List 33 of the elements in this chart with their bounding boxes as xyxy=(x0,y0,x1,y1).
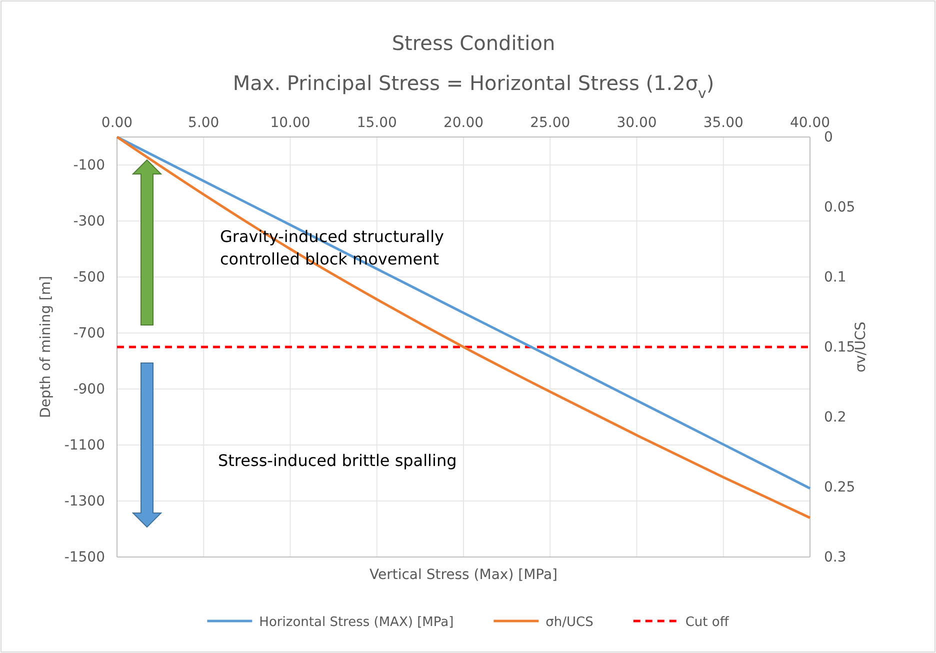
x-tick-label: 15.00 xyxy=(356,115,397,131)
x-tick-label: 25.00 xyxy=(530,115,570,131)
y2-axis-title: σv/UCS xyxy=(853,322,869,372)
chart-subtitle: Max. Principal Stress = Horizontal Stress (1.2σ$_{v}$) xyxy=(232,71,714,102)
x-tick-label: 40.00 xyxy=(790,115,830,131)
y-tick-label: -1100 xyxy=(64,437,105,454)
chart-title: Stress Condition xyxy=(392,31,556,55)
y2-tick-label: 0.05 xyxy=(824,199,856,216)
y-tick-label: -700 xyxy=(73,325,105,342)
x-tick-label: 35.00 xyxy=(703,115,744,131)
annotation: Stress-induced brittle spalling xyxy=(218,451,457,470)
x-tick-label: 10.00 xyxy=(270,115,310,131)
y2-tick-label: 0.15 xyxy=(824,339,856,356)
x-tick-label: 30.00 xyxy=(616,115,657,131)
y-tick-label: -300 xyxy=(73,213,105,230)
x-tick-label: 5.00 xyxy=(188,115,220,131)
y2-tick-label: 0.1 xyxy=(824,269,846,286)
y2-tick-label: 0.3 xyxy=(824,549,846,566)
y-tick-label: -1300 xyxy=(64,493,105,510)
x-axis-title: Vertical Stress (Max) [MPa] xyxy=(369,567,558,583)
y-tick-label: -900 xyxy=(73,381,105,398)
y2-tick-label: 0.2 xyxy=(824,409,846,426)
y-tick-label: -500 xyxy=(73,269,105,286)
x-tick-label: 20.00 xyxy=(443,115,484,131)
y-tick-label: -100 xyxy=(73,157,105,174)
y-tick-label: -1500 xyxy=(64,549,105,566)
legend-label: Cut off xyxy=(685,615,730,630)
x-tick-label: 0.00 xyxy=(101,115,133,131)
legend-label: σh/UCS xyxy=(546,615,594,630)
legend-label: Horizontal Stress (MAX) [MPa] xyxy=(259,615,454,630)
y2-tick-label: 0.25 xyxy=(824,479,856,496)
y-axis-title: Depth of mining [m] xyxy=(38,276,54,418)
y2-tick-label: 0 xyxy=(824,129,833,146)
